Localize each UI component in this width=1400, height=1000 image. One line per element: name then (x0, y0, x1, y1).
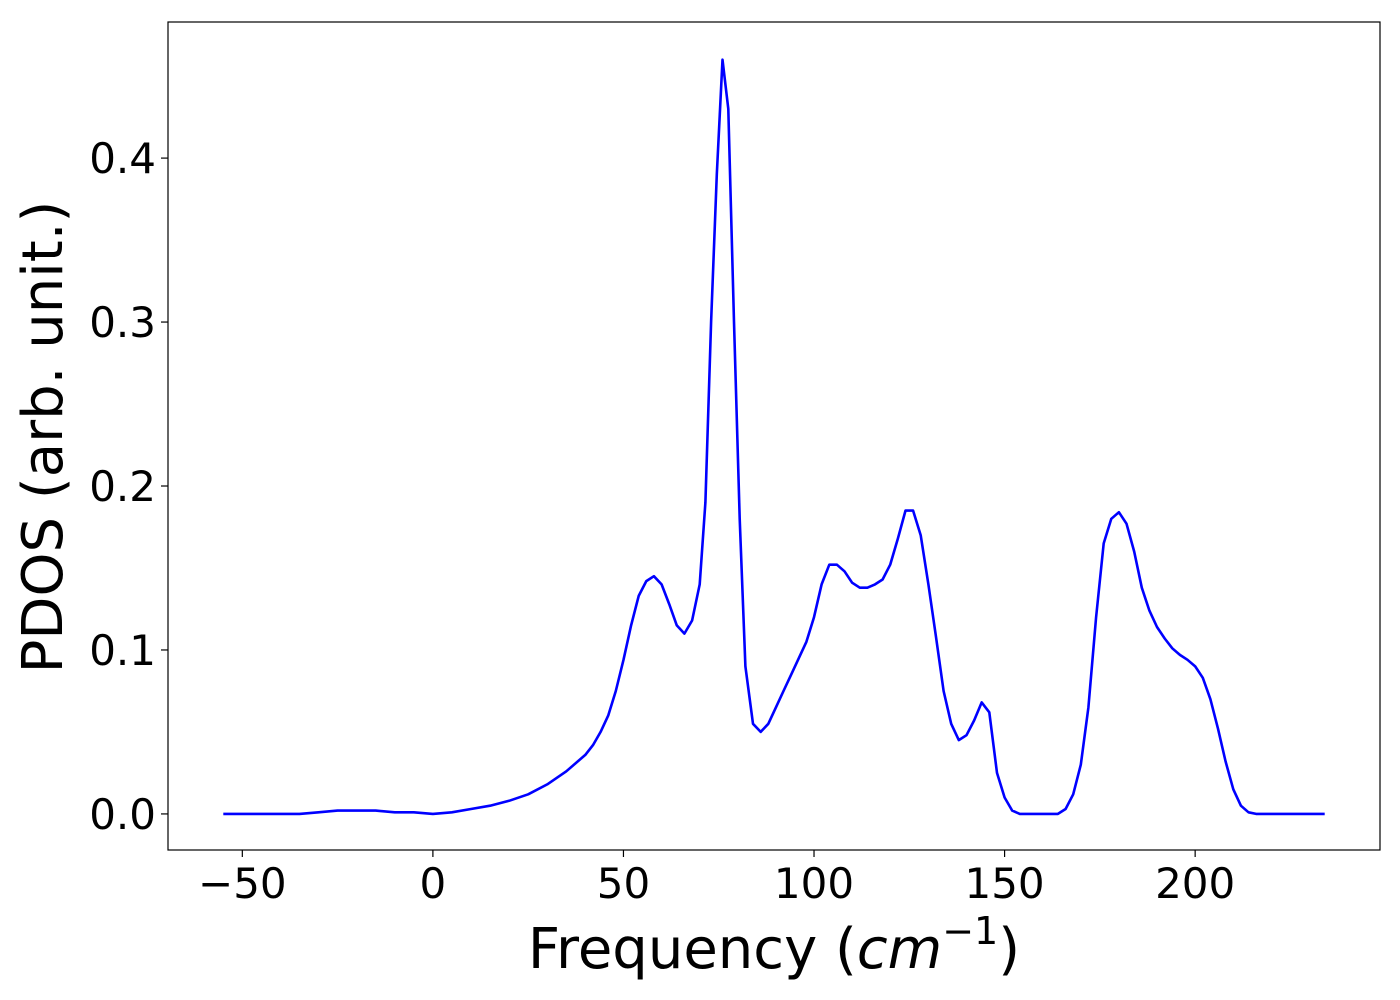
series-line-0 (223, 58, 1325, 816)
x-tick-label: 150 (964, 859, 1044, 908)
y-axis-label: PDOS (arb. unit.) (11, 201, 76, 674)
x-axis-ticks: −50 0 50 100 150 200 (198, 850, 1235, 908)
x-tick-label: −50 (198, 859, 287, 908)
x-tick-label: 0 (420, 859, 447, 908)
y-tick-label: 0.3 (89, 298, 156, 347)
y-tick-label: 0.2 (89, 462, 156, 511)
y-tick-label: 0.4 (89, 134, 156, 183)
x-tick-label: 200 (1155, 859, 1235, 908)
x-axis-label: Frequency (cm−1) (528, 909, 1020, 982)
y-tick-label: 0.1 (89, 626, 156, 675)
x-tick-label: 50 (597, 859, 650, 908)
x-tick-label: 100 (774, 859, 854, 908)
plot-area (167, 21, 1381, 851)
y-axis-ticks: 0.0 0.1 0.2 0.3 0.4 (89, 134, 168, 839)
plot-frame (167, 21, 1381, 851)
y-tick-label: 0.0 (89, 790, 156, 839)
